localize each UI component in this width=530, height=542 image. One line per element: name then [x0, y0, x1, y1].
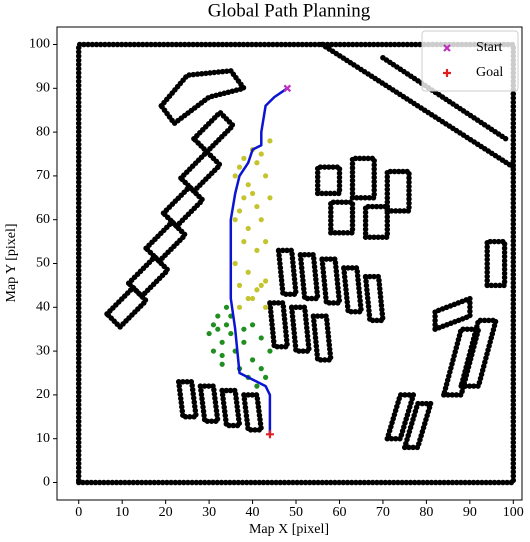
y-tick-label: 50 — [36, 256, 50, 271]
legend-label: Goal — [476, 65, 503, 80]
explored-point — [232, 260, 238, 267]
explored-point — [241, 339, 247, 345]
y-tick-label: 70 — [36, 168, 50, 183]
explored-point — [262, 374, 269, 380]
explored-point — [241, 239, 247, 245]
explored-point — [258, 282, 264, 288]
explored-point — [219, 339, 225, 345]
y-tick-label: 0 — [43, 475, 50, 490]
explored-point — [258, 217, 264, 223]
explored-point — [232, 173, 238, 179]
explored-point — [223, 304, 230, 310]
explored-point — [245, 269, 251, 275]
x-tick-label: 20 — [159, 505, 173, 520]
x-tick-label: 80 — [419, 505, 433, 520]
explored-point — [210, 348, 217, 354]
y-tick-label: 10 — [36, 431, 50, 446]
explored-point — [262, 239, 269, 245]
explored-point — [254, 383, 260, 389]
explored-point — [241, 155, 247, 161]
explored-point — [258, 366, 264, 372]
explored-point — [267, 348, 273, 354]
plot-frame — [56, 26, 523, 501]
x-tick-label: 60 — [332, 505, 346, 520]
x-tick-label: 30 — [202, 505, 216, 520]
explored-point — [223, 322, 230, 328]
explored-point — [219, 352, 225, 359]
explored-point — [262, 278, 269, 284]
y-tick-label: 20 — [36, 387, 50, 402]
explored-point — [258, 335, 264, 341]
path-line — [229, 87, 289, 435]
explored-point — [215, 313, 221, 319]
explored-point — [267, 138, 273, 144]
y-tick-label: 100 — [29, 37, 50, 52]
explored-point — [219, 361, 225, 367]
x-tick-label: 50 — [289, 505, 303, 520]
explored-point — [206, 330, 212, 337]
explored-point — [232, 217, 238, 223]
explored-point — [254, 160, 260, 166]
y-tick-label: 30 — [36, 343, 50, 358]
explored-point — [241, 195, 247, 201]
explored-point — [215, 326, 221, 332]
explored-point — [249, 190, 256, 197]
explored-point — [262, 304, 269, 310]
legend-label: Start — [476, 40, 503, 55]
explored-point — [245, 182, 251, 188]
x-axis-label: Map X [pixel] — [249, 522, 329, 537]
start-marker — [283, 84, 292, 93]
explored-point — [249, 357, 256, 363]
explored-point — [254, 247, 260, 253]
x-tick-label: 0 — [75, 505, 82, 520]
explored-point — [262, 173, 269, 179]
explored-point — [249, 295, 256, 302]
explored-point — [236, 282, 243, 288]
x-tick-label: 70 — [376, 505, 390, 520]
chart-title: Global Path Planning — [208, 0, 371, 21]
explored-point — [249, 322, 256, 328]
legend-marker — [443, 69, 451, 77]
explored-point — [228, 330, 234, 337]
legend-box — [421, 30, 519, 92]
explored-point — [258, 151, 264, 157]
explored-point — [245, 225, 251, 232]
obstacles — [75, 41, 517, 486]
explored-point — [241, 326, 247, 332]
y-axis-label: Map Y [pixel] — [4, 223, 19, 302]
x-tick-label: 40 — [246, 505, 260, 520]
explored-point — [254, 287, 260, 293]
explored-point — [254, 203, 260, 210]
x-tick-label: 10 — [115, 505, 129, 520]
y-tick-label: 90 — [36, 81, 50, 96]
y-tick-label: 80 — [36, 124, 50, 139]
explored-point — [267, 195, 273, 201]
y-tick-label: 40 — [36, 300, 50, 315]
explored-point — [236, 304, 243, 310]
legend-marker — [443, 44, 451, 52]
explored-point — [245, 295, 251, 302]
x-tick-label: 100 — [503, 505, 524, 520]
goal-marker — [265, 430, 274, 439]
explored-point — [236, 164, 243, 170]
y-tick-label: 60 — [36, 212, 50, 227]
explored-point — [210, 322, 217, 328]
x-tick-label: 90 — [463, 505, 477, 520]
explored-point — [236, 208, 243, 214]
